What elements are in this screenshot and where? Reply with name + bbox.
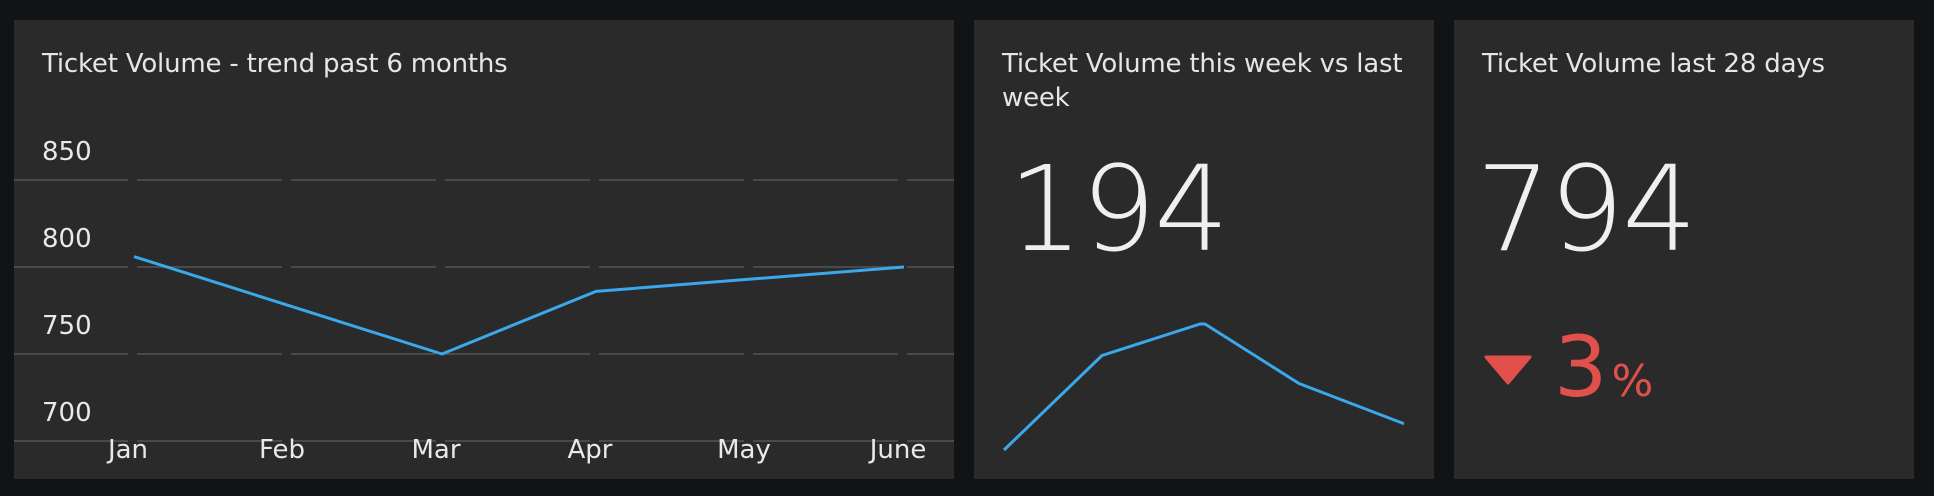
week-total-value: 194	[1008, 140, 1229, 278]
change-indicator: 3 %	[1484, 325, 1653, 409]
y-tick-label: 700	[42, 398, 92, 428]
x-tick-label: Apr	[568, 435, 613, 465]
y-tick-label: 800	[42, 224, 92, 254]
days28-tile: Ticket Volume last 28 days 794 3 %	[1454, 20, 1914, 479]
week-tile: Ticket Volume this week vs last week 194	[974, 20, 1434, 479]
trend-series-line	[133, 255, 905, 356]
trend-chart: 850 800 750 700 Jan Feb Mar Apr May June	[14, 137, 954, 465]
days28-tile-title: Ticket Volume last 28 days	[1482, 49, 1825, 79]
week-tile-title: Ticket Volume this week vs last week	[1002, 49, 1403, 113]
x-tick-label: May	[717, 435, 771, 465]
trend-tile-title: Ticket Volume - trend past 6 months	[42, 49, 508, 79]
x-tick-label: Mar	[411, 435, 460, 465]
change-percent-value: 3	[1554, 318, 1608, 416]
x-tick-label: Feb	[259, 435, 305, 465]
change-percent-unit: %	[1611, 356, 1654, 407]
week-sparkline	[1002, 322, 1405, 452]
x-tick-label: Jan	[106, 435, 148, 465]
trend-tile: Ticket Volume - trend past 6 months 850 8…	[14, 20, 954, 479]
y-tick-label: 850	[42, 137, 92, 167]
triangle-down-icon	[1484, 355, 1532, 385]
sparkline-series-line	[1002, 322, 1405, 452]
days28-total-value: 794	[1476, 140, 1697, 278]
x-tick-label: June	[868, 435, 927, 465]
y-tick-label: 750	[42, 311, 92, 341]
